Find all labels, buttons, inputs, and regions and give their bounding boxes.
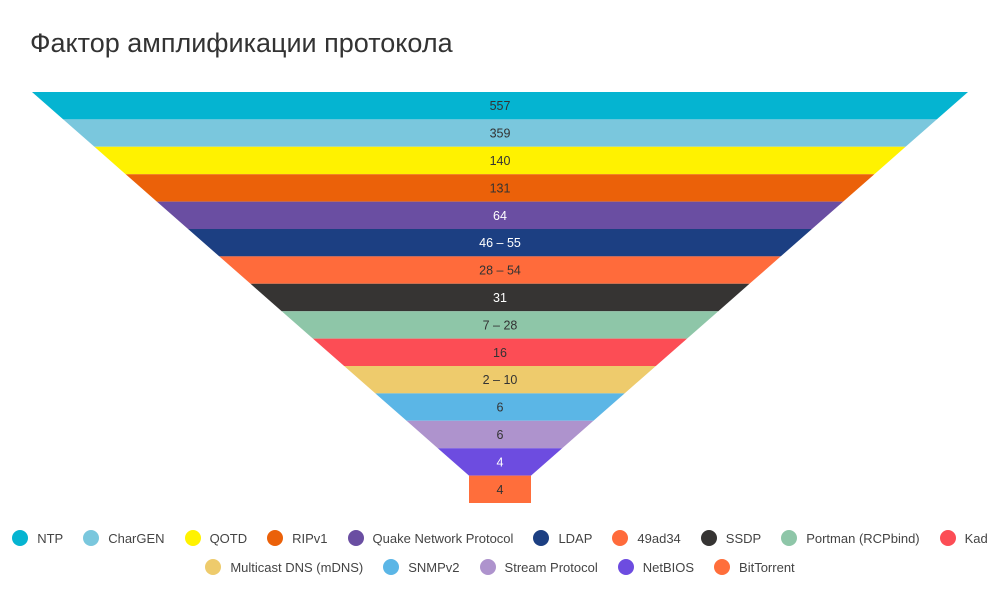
legend-label: BitTorrent <box>739 559 795 575</box>
legend-swatch-icon <box>205 559 222 575</box>
legend-label: Stream Protocol <box>504 559 598 575</box>
legend-swatch-icon <box>267 530 284 546</box>
funnel-segment-stream-protocol <box>406 420 594 449</box>
legend-item[interactable]: SSDP <box>700 530 762 546</box>
segment-value-label: 359 <box>490 127 511 141</box>
segment-value-label: 6 <box>497 428 504 442</box>
funnel-segment-ripv1 <box>125 174 875 202</box>
legend-label: Kad <box>964 530 988 546</box>
funnel-segment-49ad34 <box>219 256 781 284</box>
segment-value-label: 7 – 28 <box>483 318 518 332</box>
legend-swatch-icon <box>781 530 798 546</box>
segment-value-label: 4 <box>497 455 504 469</box>
legend-label: QOTD <box>209 530 248 546</box>
legend-item[interactable]: Portman (RCPbind) <box>781 530 920 546</box>
segment-value-label: 31 <box>493 291 507 305</box>
funnel-segment-netbios <box>437 448 563 476</box>
legend-label: SNMPv2 <box>408 559 460 575</box>
legend-swatch-icon <box>184 530 201 546</box>
legend-item[interactable]: 49ad34 <box>612 530 681 546</box>
legend-label: SSDP <box>725 530 762 546</box>
legend-item[interactable]: Stream Protocol <box>479 559 598 575</box>
legend-item[interactable]: Multicast DNS (mDNS) <box>205 559 363 575</box>
legend-label: CharGEN <box>108 530 165 546</box>
legend-item[interactable]: BitTorrent <box>714 559 795 575</box>
chart-title: Фактор амплификации протокола <box>30 28 453 58</box>
legend-swatch-icon <box>533 530 550 546</box>
legend-item[interactable]: Kad <box>939 530 988 546</box>
legend-label: LDAP <box>558 530 593 546</box>
segment-value-label: 4 <box>497 483 504 497</box>
funnel-segment-multicast-dns-mdns <box>344 366 656 394</box>
legend-row: Multicast DNS (mDNS) SNMPv2 Stream Protoco… <box>0 559 1000 575</box>
legend-swatch-icon <box>617 559 634 575</box>
legend-label: NetBIOS <box>642 559 695 575</box>
segment-value-label: 46 – 55 <box>479 236 521 250</box>
funnel-segment-bittorrent <box>469 475 531 503</box>
legend-label: Portman (RCPbind) <box>806 530 920 546</box>
legend-item[interactable]: RIPv1 <box>267 530 328 546</box>
legend-item[interactable]: NetBIOS <box>617 559 695 575</box>
legend-swatch-icon <box>383 559 400 575</box>
legend-swatch-icon <box>83 530 100 546</box>
funnel-segment-ssdp <box>250 283 750 312</box>
segment-value-label: 140 <box>490 154 511 168</box>
segment-value-label: 16 <box>493 346 507 360</box>
funnel-segment-ntp <box>32 92 968 120</box>
funnel-segment-qotd <box>94 146 906 175</box>
legend-swatch-icon <box>612 530 629 546</box>
legend-swatch-icon <box>700 530 717 546</box>
funnel-segment-ldap <box>188 229 812 257</box>
legend-swatch-icon <box>479 559 496 575</box>
legend-label: RIPv1 <box>292 530 328 546</box>
segment-value-label: 2 – 10 <box>483 373 518 387</box>
legend-swatch-icon <box>347 530 364 546</box>
funnel-segment-chargen <box>63 119 937 147</box>
legend-swatch-icon <box>714 559 731 575</box>
legend-label: Quake Network Protocol <box>372 530 514 546</box>
legend-label: Multicast DNS (mDNS) <box>230 559 364 575</box>
segment-value-label: 28 – 54 <box>479 264 521 278</box>
legend-label: NTP <box>37 530 64 546</box>
legend-swatch-icon <box>12 530 29 546</box>
funnel-segment-kad <box>312 338 688 366</box>
segment-value-label: 131 <box>490 181 511 195</box>
funnel-segment-snmpv2 <box>375 393 625 421</box>
legend-item[interactable]: Quake Network Protocol <box>347 530 514 546</box>
segment-value-label: 6 <box>497 401 504 415</box>
segment-value-label: 557 <box>490 99 511 113</box>
funnel-segment-quake-network-protocol <box>156 201 844 229</box>
legend-row: NTP CharGEN QOTD RIPv1 Quake Network Protoco… <box>0 530 1000 546</box>
legend-label: 49ad34 <box>637 530 681 546</box>
legend-swatch-icon <box>939 530 956 546</box>
segment-value-label: 64 <box>493 209 507 223</box>
funnel-segment-portman-rcpbind <box>281 311 719 339</box>
legend-item[interactable]: CharGEN <box>83 530 165 546</box>
legend-item[interactable]: SNMPv2 <box>383 559 460 575</box>
legend-item[interactable]: QOTD <box>184 530 248 546</box>
legend-item[interactable]: LDAP <box>533 530 592 546</box>
legend-item[interactable]: NTP <box>12 530 63 546</box>
